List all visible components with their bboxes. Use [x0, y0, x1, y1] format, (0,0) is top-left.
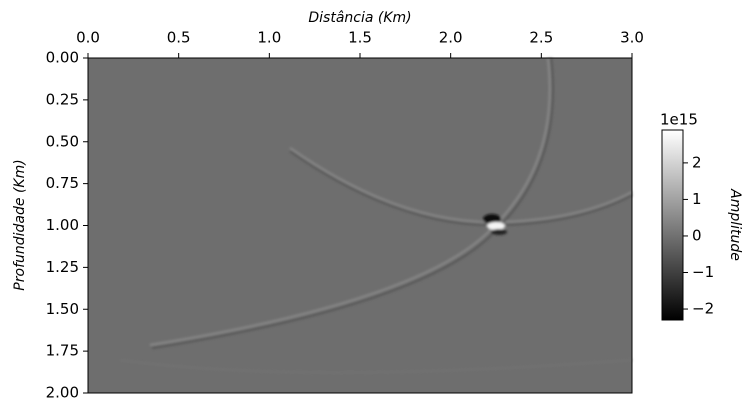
colorbar [661, 129, 684, 321]
colorbar-tick-label: 1 [692, 190, 702, 208]
colorbar-tick-label: −2 [692, 300, 714, 318]
x-axis-label: Distância (Km) [308, 10, 411, 26]
y-tick-label: 1.00 [46, 216, 79, 234]
y-tick-label: 0.00 [46, 49, 79, 67]
y-tick-label: 0.25 [46, 90, 79, 108]
y-tick-label: 1.50 [46, 300, 79, 318]
y-axis-label: Profundidade (Km) [12, 159, 28, 290]
colorbar-tick-label: 0 [692, 226, 702, 244]
x-tick-label: 0.5 [167, 29, 191, 47]
x-tick-label: 1.5 [348, 29, 372, 47]
y-tick-label: 1.25 [46, 258, 79, 276]
x-tick-label: 3.0 [620, 29, 644, 47]
wavefield [119, 57, 633, 374]
x-tick-label: 0.0 [76, 29, 100, 47]
image-background [88, 58, 632, 393]
colorbar-tick-label: 2 [692, 153, 702, 171]
y-tick-label: 0.75 [46, 174, 79, 192]
x-tick-label: 1.0 [257, 29, 281, 47]
x-tick-label: 2.0 [439, 29, 463, 47]
colorbar-label: Amplitude [727, 188, 743, 261]
y-tick-label: 2.00 [46, 384, 79, 402]
y-tick-label: 1.75 [46, 342, 79, 360]
colorbar-offset: 1e15 [660, 111, 698, 129]
x-tick-label: 2.5 [529, 29, 553, 47]
y-tick-label: 0.50 [46, 132, 79, 150]
colorbar-tick-label: −1 [692, 263, 714, 281]
